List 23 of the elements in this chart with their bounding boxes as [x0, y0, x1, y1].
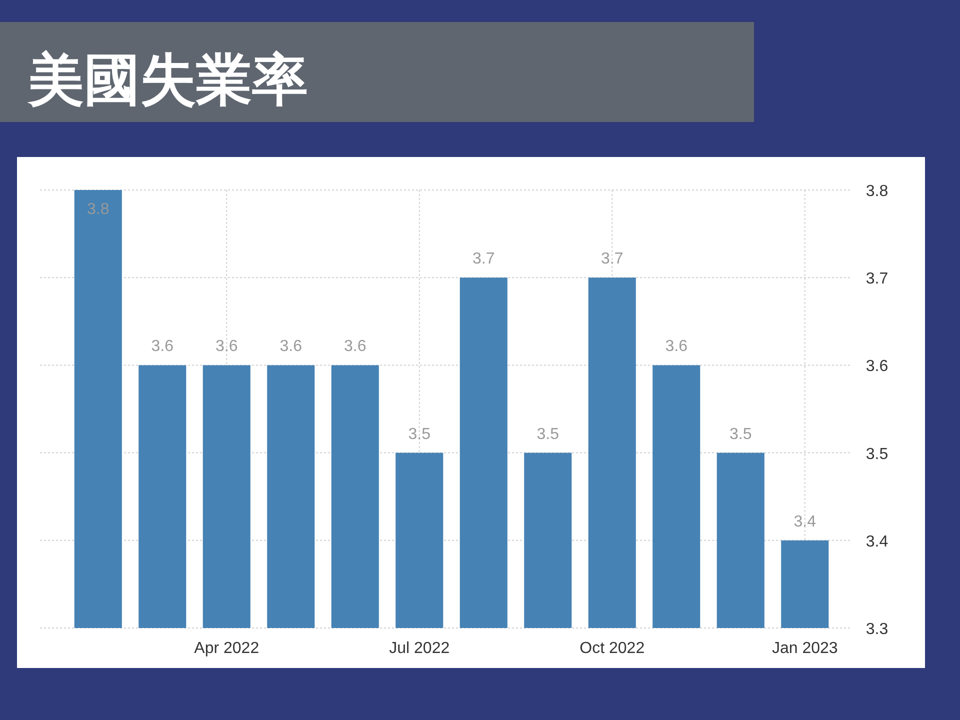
data-label: 3.6 — [151, 338, 174, 356]
data-label: 3.6 — [280, 338, 302, 356]
data-label: 3.5 — [408, 426, 431, 443]
y-tick-label: 3.7 — [866, 270, 888, 288]
data-label: 3.8 — [87, 201, 110, 218]
x-tick-label: Jan 2023 — [772, 640, 838, 657]
x-tick-label: Apr 2022 — [194, 640, 260, 657]
data-label: 3.6 — [344, 338, 366, 356]
data-label: 3.6 — [216, 338, 238, 356]
data-label: 3.6 — [665, 338, 688, 356]
data-label: 3.4 — [794, 513, 816, 530]
data-label: 3.5 — [730, 426, 752, 443]
data-label: 3.5 — [536, 426, 560, 443]
y-tick-label: 3.3 — [866, 621, 888, 638]
y-tick-label: 3.6 — [866, 358, 888, 376]
y-tick-label: 3.8 — [866, 183, 888, 200]
y-tick-label: 3.5 — [866, 446, 888, 463]
data-label: 3.7 — [601, 250, 624, 268]
y-tick-label: 3.4 — [866, 533, 888, 550]
x-tick-label: Jul 2022 — [389, 640, 450, 657]
x-tick-label: Oct 2022 — [580, 640, 645, 657]
data-label: 3.7 — [472, 250, 495, 268]
chart-title: 美國失業率 — [27, 48, 308, 111]
